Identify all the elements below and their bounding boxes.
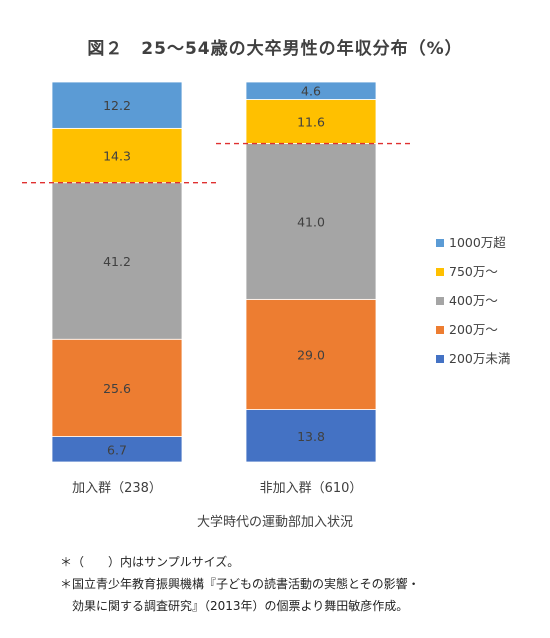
data-label-1-3: 11.6: [297, 115, 325, 130]
legend-swatch-4: [436, 355, 444, 363]
data-label-0-1: 25.6: [103, 381, 131, 396]
x-axis-title: 大学時代の運動部加入状況: [196, 515, 353, 530]
data-label-0-3: 14.3: [103, 149, 131, 164]
note-source-line1: ＊国立青少年教育振興機構『子どもの読書活動の実態とその影響・: [60, 577, 420, 591]
legend-label-3: 200万〜: [449, 322, 498, 337]
legend-swatch-1: [436, 268, 444, 276]
data-label-0-0: 6.7: [107, 442, 127, 457]
legend-swatch-3: [436, 326, 444, 334]
x-tick-label-0: 加入群（238）: [72, 481, 162, 496]
bar-segment-1-2: [245, 143, 377, 300]
bar-segment-0-3: [51, 127, 183, 184]
note-source-line2: 効果に関する調査研究』（2013年）の個票より舞田敏彦作成。: [72, 599, 409, 613]
bar-segment-0-1: [51, 338, 183, 437]
data-label-1-4: 4.6: [301, 84, 321, 99]
data-label-1-2: 41.0: [297, 214, 325, 229]
bar-segment-0-4: [51, 81, 183, 129]
legend-swatch-0: [436, 239, 444, 247]
data-label-1-0: 13.8: [297, 429, 325, 444]
bar-segment-0-0: [51, 436, 183, 463]
legend-label-1: 750万〜: [449, 264, 498, 279]
bar-segment-1-4: [245, 81, 377, 100]
chart-title: 図２ 25〜54歳の大卒男性の年収分布（%）: [87, 39, 463, 59]
note-sample-size: ＊（ ）内はサンプルサイズ。: [60, 555, 240, 569]
legend-label-2: 400万〜: [449, 293, 498, 308]
bar-segment-1-0: [245, 409, 377, 463]
data-label-0-2: 41.2: [103, 254, 131, 269]
bar-segment-0-2: [51, 182, 183, 340]
legend-label-4: 200万未満: [449, 351, 510, 366]
x-tick-label-1: 非加入群（610）: [260, 481, 363, 496]
bar-segment-1-1: [245, 298, 377, 410]
legend-swatch-2: [436, 297, 444, 305]
legend-label-0: 1000万超: [449, 235, 506, 250]
data-label-0-4: 12.2: [103, 98, 131, 113]
data-label-1-1: 29.0: [297, 347, 325, 362]
